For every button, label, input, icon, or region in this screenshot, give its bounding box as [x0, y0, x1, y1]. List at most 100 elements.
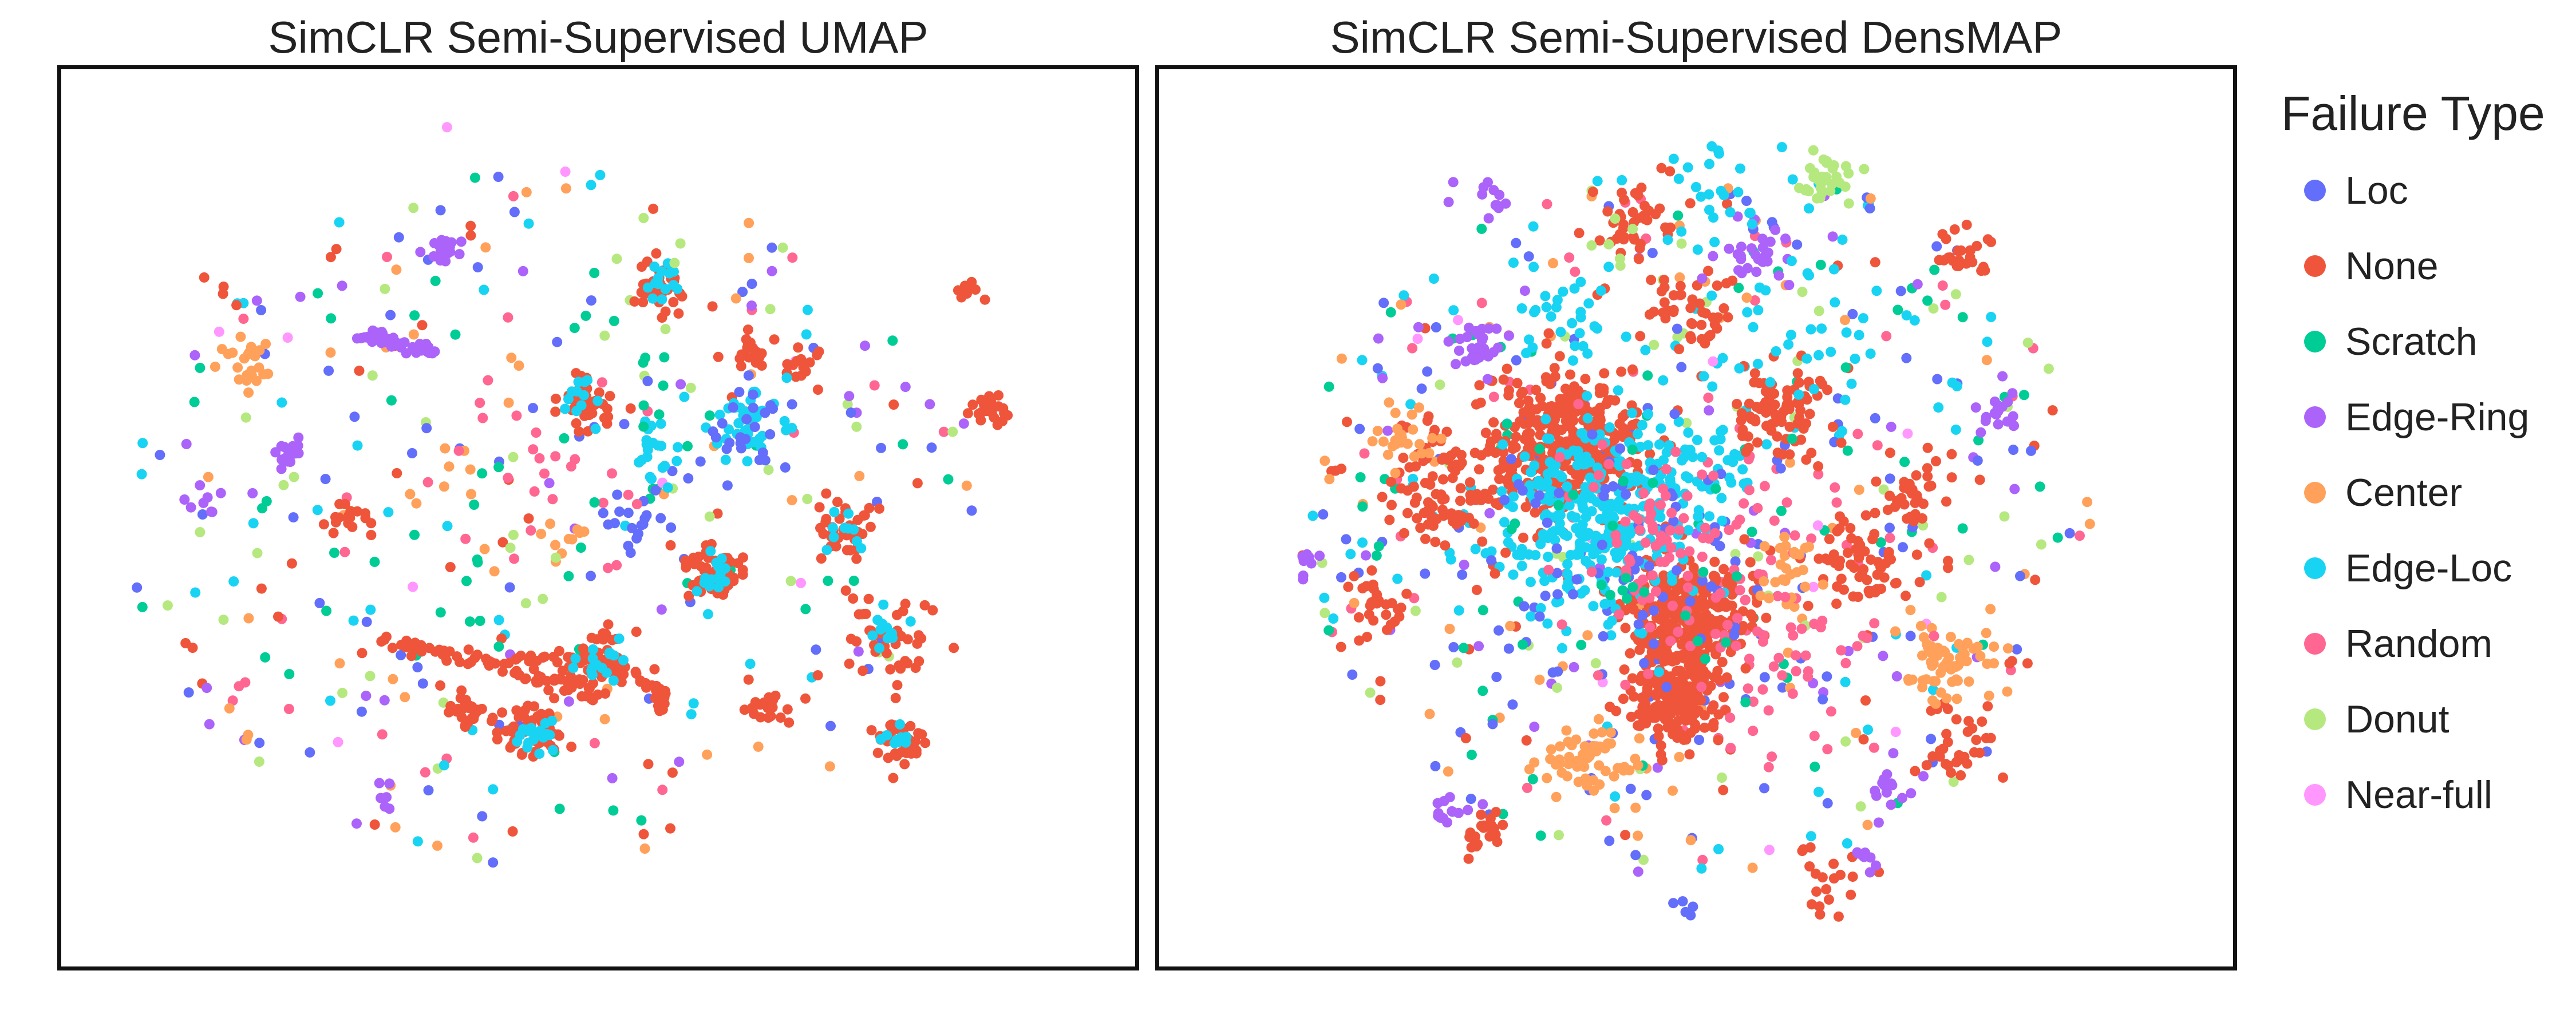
- point-loc: [1629, 564, 1640, 575]
- point-edge-loc: [1837, 234, 1848, 245]
- point-edge-loc: [1662, 235, 1673, 245]
- point-loc: [1932, 374, 1943, 385]
- point-random: [1789, 530, 1800, 541]
- point-loc: [2026, 445, 2036, 456]
- point-none: [1574, 472, 1585, 483]
- legend-item-near-full[interactable]: Near-full: [2281, 757, 2567, 833]
- point-none: [456, 685, 467, 696]
- point-none: [1659, 275, 1670, 286]
- point-random: [1763, 762, 1774, 772]
- legend-item-none[interactable]: None: [2281, 228, 2567, 304]
- point-none: [712, 508, 723, 519]
- point-donut: [1963, 554, 1974, 565]
- point-edge-ring: [435, 255, 446, 266]
- point-loc: [2064, 528, 2075, 538]
- point-donut: [289, 472, 299, 482]
- point-near-full: [441, 122, 452, 133]
- point-none: [1645, 449, 1656, 459]
- point-edge-loc: [1611, 567, 1622, 578]
- point-none: [578, 643, 588, 654]
- point-center: [1935, 667, 1946, 678]
- point-scratch: [658, 380, 669, 391]
- point-none: [1490, 447, 1501, 458]
- legend-item-center[interactable]: Center: [2281, 455, 2567, 530]
- point-random: [1488, 391, 1499, 402]
- point-loc: [846, 407, 856, 418]
- point-none: [1665, 705, 1676, 716]
- point-scratch: [654, 409, 665, 420]
- point-edge-loc: [716, 553, 727, 564]
- point-none: [1871, 476, 1882, 487]
- legend-item-donut[interactable]: Donut: [2281, 682, 2567, 757]
- point-scratch: [493, 641, 504, 652]
- point-donut: [1730, 549, 1741, 560]
- point-edge-loc: [1592, 176, 1603, 187]
- point-none: [1580, 374, 1591, 385]
- point-none: [574, 674, 585, 685]
- point-loc: [1905, 631, 1916, 641]
- point-none: [1922, 471, 1933, 482]
- point-center: [1840, 315, 1850, 326]
- point-none: [1792, 397, 1803, 407]
- point-edge-loc: [1307, 510, 1318, 521]
- legend-item-scratch[interactable]: Scratch: [2281, 304, 2567, 379]
- point-donut: [367, 370, 378, 381]
- legend-item-random[interactable]: Random: [2281, 606, 2567, 682]
- point-none: [1772, 447, 1783, 458]
- point-none: [574, 426, 584, 437]
- point-loc: [256, 305, 267, 315]
- legend-item-edge-ring[interactable]: Edge-Ring: [2281, 379, 2567, 455]
- point-none: [1566, 386, 1577, 397]
- point-scratch: [1922, 295, 1933, 306]
- point-none: [1342, 417, 1352, 427]
- point-scratch: [1787, 433, 1797, 444]
- point-none: [1692, 693, 1703, 704]
- point-center: [1392, 423, 1402, 434]
- point-none: [424, 643, 435, 653]
- point-edge-loc: [821, 545, 832, 555]
- point-edge-loc: [1850, 354, 1860, 364]
- point-center: [2002, 643, 2013, 654]
- point-random: [1660, 490, 1671, 501]
- point-loc: [619, 419, 630, 430]
- point-edge-loc: [1563, 578, 1574, 588]
- point-random: [468, 832, 479, 843]
- point-none: [1804, 861, 1815, 872]
- point-edge-loc: [647, 293, 658, 304]
- point-none: [1690, 719, 1700, 730]
- point-scratch: [1527, 774, 1538, 785]
- point-none: [1618, 694, 1629, 704]
- legend-item-loc[interactable]: Loc: [2281, 153, 2567, 228]
- point-edge-loc: [1613, 385, 1623, 396]
- point-donut: [1681, 418, 1692, 429]
- point-none: [1427, 471, 1438, 482]
- point-donut: [1365, 687, 1376, 698]
- point-edge-loc: [1816, 323, 1827, 334]
- point-donut: [777, 242, 788, 253]
- point-loc: [1598, 631, 1609, 641]
- point-edge-ring: [1780, 233, 1791, 244]
- point-none: [1530, 507, 1540, 518]
- point-edge-ring: [179, 494, 190, 505]
- point-random: [1744, 485, 1755, 496]
- point-none: [1821, 884, 1832, 894]
- point-none: [605, 391, 615, 402]
- point-edge-loc: [905, 616, 916, 627]
- point-center: [241, 734, 252, 745]
- point-none: [1836, 573, 1847, 584]
- point-scratch: [1733, 283, 1744, 293]
- point-donut: [240, 412, 251, 423]
- point-edge-loc: [1596, 554, 1607, 565]
- point-edge-ring: [276, 441, 287, 451]
- point-donut: [538, 593, 548, 604]
- point-donut: [1716, 772, 1727, 783]
- point-edge-loc: [1544, 496, 1555, 506]
- point-scratch: [1506, 524, 1517, 534]
- point-none: [821, 488, 832, 499]
- point-center: [1443, 766, 1453, 777]
- point-edge-loc: [1580, 459, 1591, 470]
- point-random: [460, 533, 471, 544]
- legend-item-edge-loc[interactable]: Edge-Loc: [2281, 530, 2567, 606]
- point-none: [1630, 188, 1641, 199]
- point-edge-loc: [1499, 517, 1510, 528]
